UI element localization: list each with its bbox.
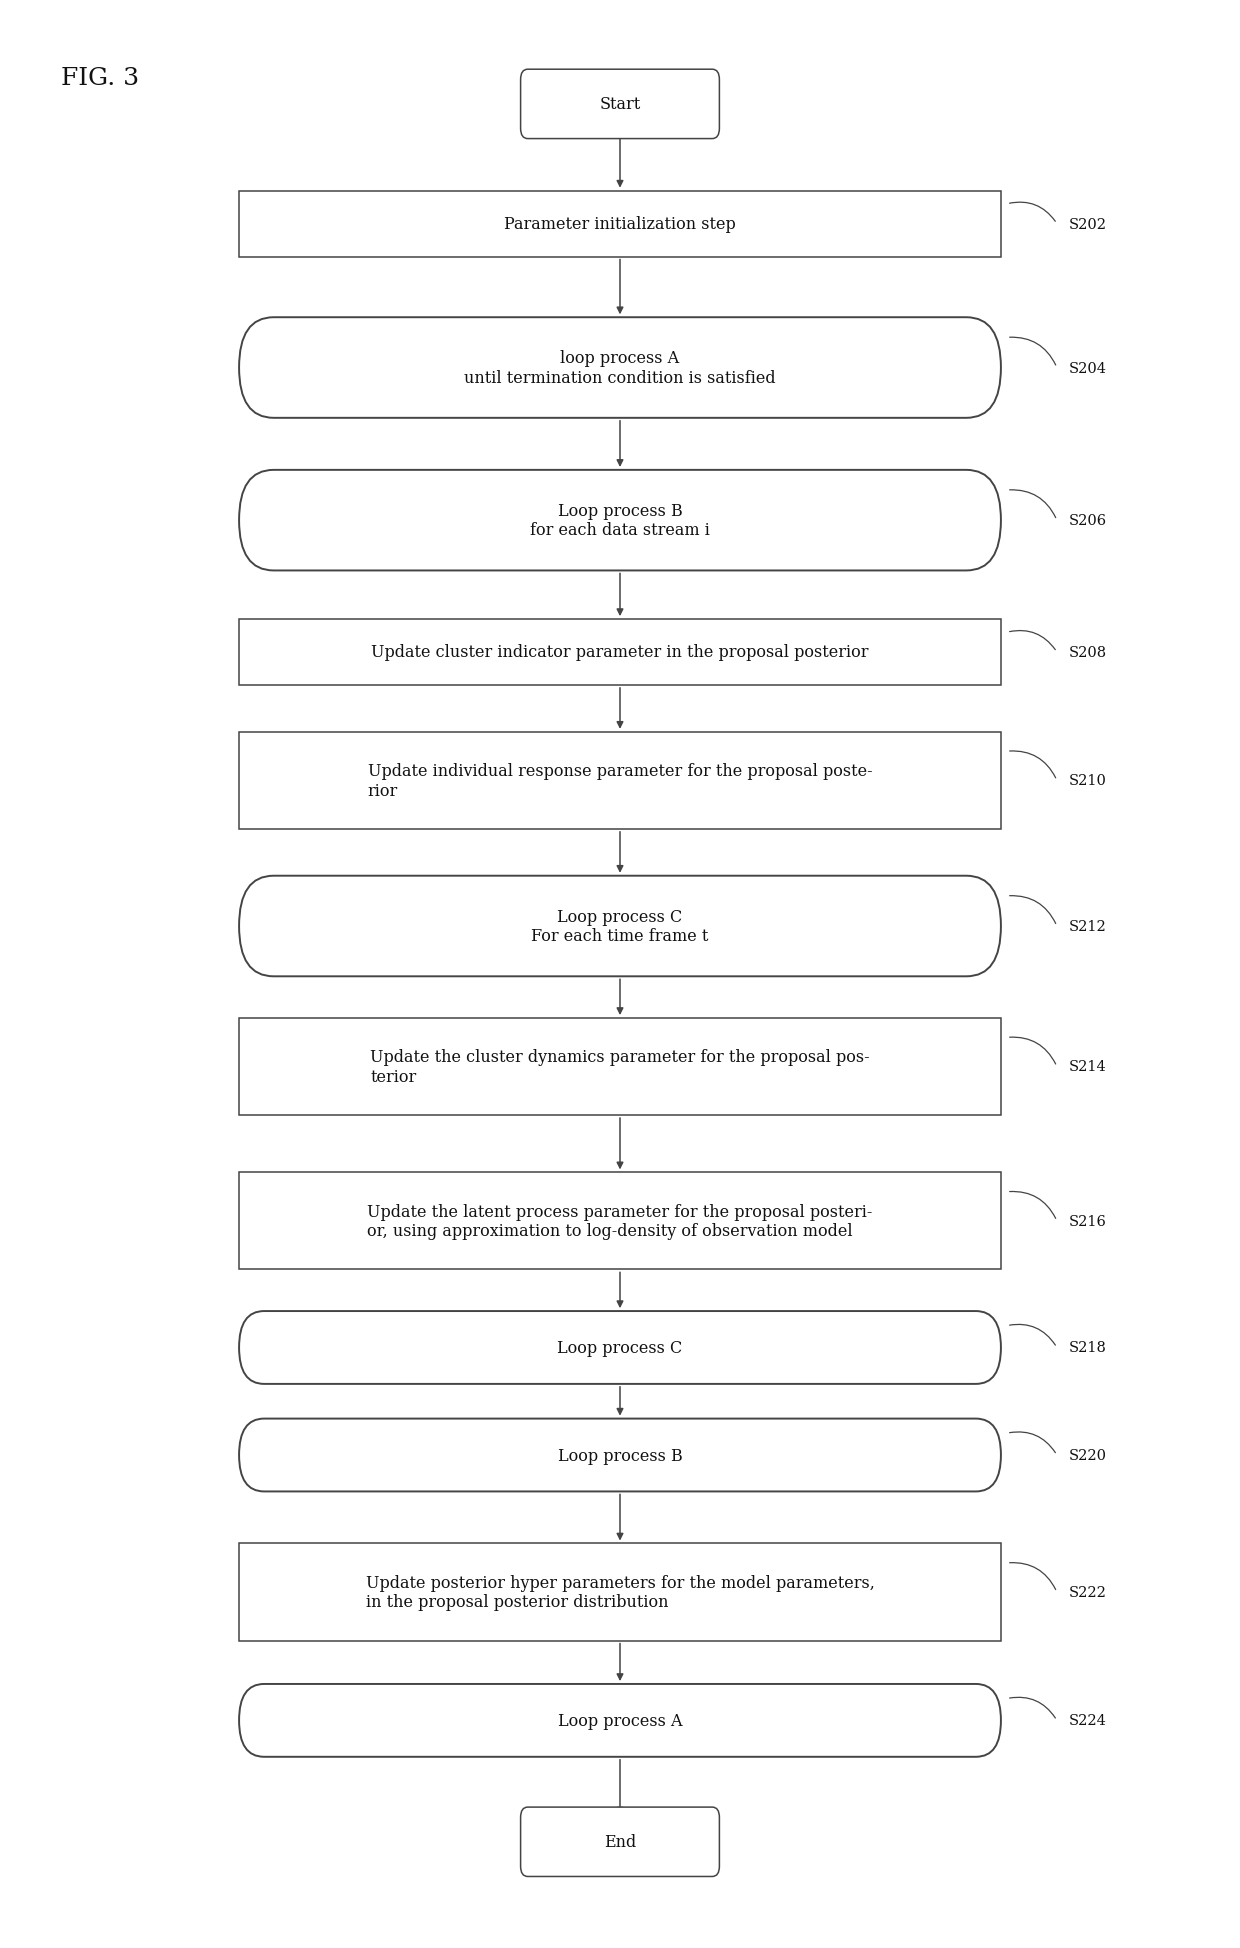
FancyBboxPatch shape bbox=[239, 619, 1001, 686]
FancyBboxPatch shape bbox=[239, 471, 1001, 571]
Text: S220: S220 bbox=[1069, 1447, 1107, 1463]
FancyBboxPatch shape bbox=[239, 318, 1001, 419]
Text: S208: S208 bbox=[1069, 645, 1107, 660]
Text: S212: S212 bbox=[1069, 919, 1106, 933]
Text: Update the cluster dynamics parameter for the proposal pos-
terior: Update the cluster dynamics parameter fo… bbox=[371, 1048, 869, 1085]
Text: Start: Start bbox=[599, 95, 641, 113]
Text: End: End bbox=[604, 1833, 636, 1851]
FancyBboxPatch shape bbox=[239, 877, 1001, 976]
Text: Parameter initialization step: Parameter initialization step bbox=[505, 216, 735, 234]
Text: S222: S222 bbox=[1069, 1586, 1106, 1599]
Text: Loop process A: Loop process A bbox=[558, 1712, 682, 1730]
Text: S218: S218 bbox=[1069, 1340, 1106, 1354]
FancyBboxPatch shape bbox=[239, 732, 1001, 830]
FancyBboxPatch shape bbox=[521, 1808, 719, 1876]
FancyBboxPatch shape bbox=[239, 1311, 1001, 1385]
Text: S210: S210 bbox=[1069, 773, 1106, 787]
FancyBboxPatch shape bbox=[239, 1173, 1001, 1270]
Text: Update the latent process parameter for the proposal posteri-
or, using approxim: Update the latent process parameter for … bbox=[367, 1204, 873, 1239]
FancyBboxPatch shape bbox=[239, 1685, 1001, 1757]
Text: S202: S202 bbox=[1069, 218, 1107, 232]
FancyBboxPatch shape bbox=[239, 1418, 1001, 1492]
FancyBboxPatch shape bbox=[521, 70, 719, 140]
Text: S206: S206 bbox=[1069, 514, 1107, 528]
Text: Loop process C
For each time frame t: Loop process C For each time frame t bbox=[531, 908, 709, 945]
Text: S216: S216 bbox=[1069, 1214, 1106, 1229]
Text: FIG. 3: FIG. 3 bbox=[61, 68, 139, 90]
Text: Update individual response parameter for the proposal poste-
rior: Update individual response parameter for… bbox=[368, 762, 872, 799]
FancyBboxPatch shape bbox=[239, 1543, 1001, 1640]
Text: S224: S224 bbox=[1069, 1714, 1106, 1728]
Text: S204: S204 bbox=[1069, 360, 1107, 376]
FancyBboxPatch shape bbox=[239, 191, 1001, 257]
FancyBboxPatch shape bbox=[239, 1019, 1001, 1116]
Text: S214: S214 bbox=[1069, 1060, 1106, 1073]
Text: Update posterior hyper parameters for the model parameters,
in the proposal post: Update posterior hyper parameters for th… bbox=[366, 1574, 874, 1611]
Text: Update cluster indicator parameter in the proposal posterior: Update cluster indicator parameter in th… bbox=[371, 645, 869, 660]
Text: Loop process C: Loop process C bbox=[557, 1340, 683, 1356]
Text: loop process A
until termination condition is satisfied: loop process A until termination conditi… bbox=[464, 351, 776, 386]
Text: Loop process B: Loop process B bbox=[558, 1447, 682, 1463]
Text: Loop process B
for each data stream i: Loop process B for each data stream i bbox=[529, 503, 711, 540]
